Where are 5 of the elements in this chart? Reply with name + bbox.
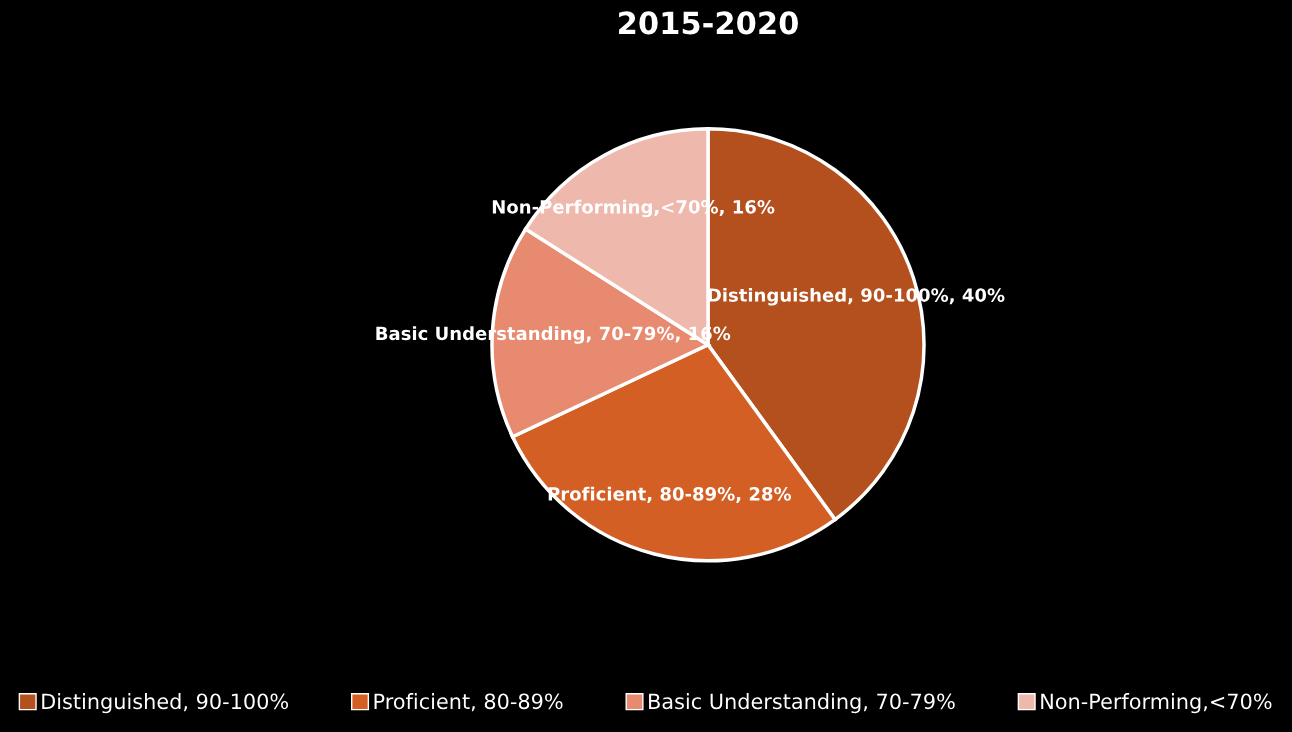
legend-label: Proficient, 80-89%	[374, 693, 563, 712]
legend-label: Distinguished, 90-100%	[42, 693, 289, 714]
legend-label: Non-Performing,<70%	[1041, 693, 1272, 714]
legend-label: Basic Understanding, 70-79%	[649, 693, 955, 714]
chart-title: 2015-2020	[619, 11, 798, 35]
